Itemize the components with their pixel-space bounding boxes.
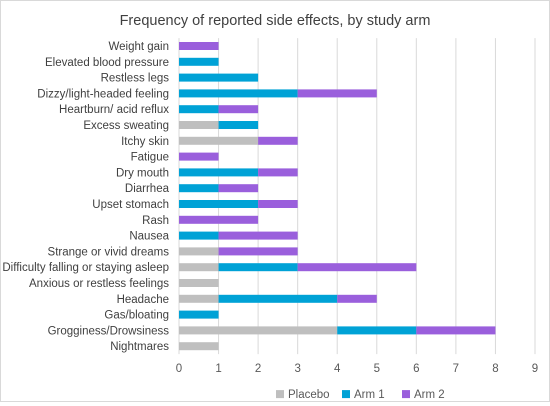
category-label: Anxious or restless feelings [29,278,169,290]
category-label: Excess sweating [83,120,169,132]
x-tick-label: 3 [294,363,300,375]
bar-arm-1-dizzy-light-headed-feeling [179,89,298,98]
gridlines [178,38,536,355]
category-label: Gas/bloating [104,310,169,322]
x-tick-label: 2 [255,363,261,375]
bar-arm-1-dry-mouth [179,168,259,177]
bar-arm-2-nausea [218,231,298,240]
legend-label-placebo: Placebo [288,389,330,401]
category-label: Diarrhea [125,183,170,195]
bar-arm-2-upset-stomach [258,200,298,208]
category-label: Dry mouth [116,167,169,179]
category-labels: Weight gain Elevated blood pressure Restle… [2,41,169,353]
bar-arm-1-nausea [179,231,219,240]
x-tick-label: 6 [413,363,419,375]
bar-arm-1-elevated-blood-pressure [179,57,219,66]
x-tick-label: 4 [334,363,341,375]
legend: Placebo Arm 1 Arm 2 [276,389,445,401]
bar-placebo-excess-sweating [179,121,219,129]
category-label: Upset stomach [92,199,169,211]
bar-arm-1-difficulty-falling-or-staying-asleep [218,263,298,272]
x-tick-label: 5 [374,363,380,375]
bar-placebo-grogginess-drowsiness [179,326,338,335]
x-tick-labels: 0 1 2 3 4 5 6 7 8 9 [176,363,538,375]
legend-label-arm-2: Arm 2 [414,389,445,401]
category-label: Difficulty falling or staying asleep [2,262,169,274]
bar-arm-2-strange-or-vivid-dreams [218,247,298,256]
bar-placebo-itchy-skin [179,136,259,145]
bar-placebo-anxious-or-restless-feelings [179,279,219,287]
category-label: Nausea [129,231,169,243]
bar-arm-1-excess-sweating [218,121,259,129]
legend-swatch-arm-2 [402,390,410,399]
bar-arm-2-grogginess-drowsiness [416,326,496,335]
bar-arm-2-itchy-skin [258,136,298,145]
category-label: Itchy skin [121,136,169,148]
chart-title: Frequency of reported side effects, by s… [120,13,431,29]
category-label: Rash [142,215,169,227]
bar-arm-2-headache [337,294,377,303]
x-tick-label: 9 [532,363,538,375]
bar-placebo-difficulty-falling-or-staying-asleep [179,263,219,272]
category-label: Grogginess/Drowsiness [48,325,170,337]
category-label: Strange or vivid dreams [48,246,170,258]
x-tick-label: 7 [453,363,459,375]
bar-arm-2-dizzy-light-headed-feeling [297,89,377,98]
category-label: Headache [117,294,169,306]
bar-arm-2-dry-mouth [258,168,298,177]
category-label: Restless legs [101,73,170,85]
legend-swatch-arm-1 [342,390,350,399]
bar-arm-1-grogginess-drowsiness [337,326,417,335]
category-label: Heartburn/ acid reflux [59,104,169,116]
bar-arm-2-weight-gain [179,42,219,50]
bar-arm-2-difficulty-falling-or-staying-asleep [297,263,417,272]
bar-arm-1-diarrhea [179,184,219,193]
bar-arm-1-upset-stomach [179,200,259,208]
x-tick-label: 0 [176,363,182,375]
legend-label-arm-1: Arm 1 [354,389,385,401]
category-label: Weight gain [108,41,169,53]
category-label: Elevated blood pressure [45,57,169,69]
bar-arm-2-heartburn-acid-reflux [218,105,259,114]
bar-arm-1-headache [218,294,338,303]
bar-arm-2-fatigue [179,152,219,161]
bar-placebo-strange-or-vivid-dreams [179,247,219,256]
bar-arm-1-gas-bloating [179,310,219,319]
bars [179,42,496,351]
bar-placebo-headache [179,294,219,303]
x-tick-label: 8 [492,363,498,375]
bar-arm-2-rash [179,215,259,224]
category-label: Dizzy/light-headed feeling [37,88,169,100]
category-label: Fatigue [131,152,169,164]
category-label: Nightmares [110,341,169,353]
bar-arm-2-diarrhea [218,184,259,193]
bar-placebo-nightmares [179,342,219,351]
bar-arm-1-heartburn-acid-reflux [179,105,219,114]
x-tick-label: 1 [215,363,221,375]
bar-arm-1-restless-legs [179,73,259,82]
legend-swatch-placebo [276,390,284,399]
